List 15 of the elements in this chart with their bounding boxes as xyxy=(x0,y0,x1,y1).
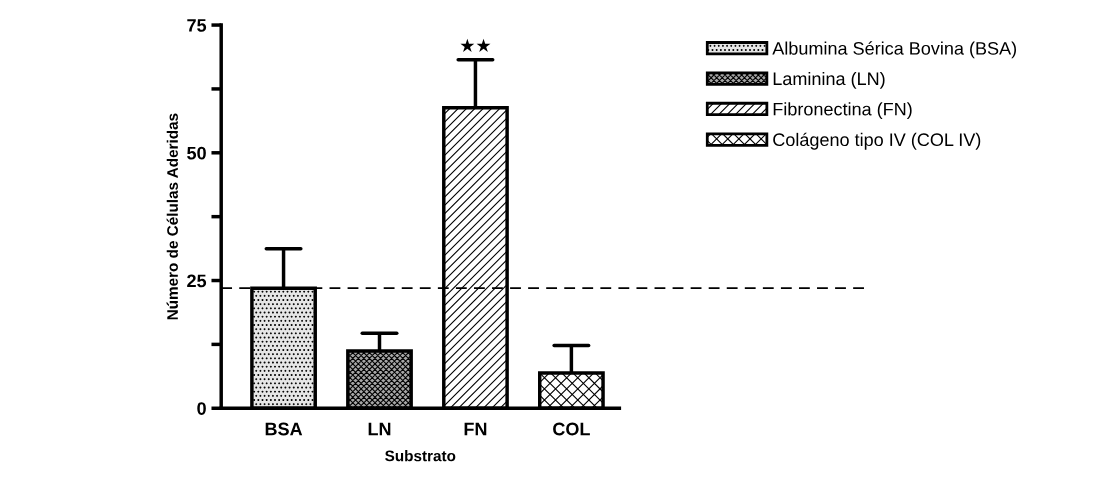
x-tick-label: BSA xyxy=(265,422,303,436)
x-tick-label: COL xyxy=(553,422,590,436)
x-tick-label: FN xyxy=(464,422,487,436)
legend-label: Laminina (LN) xyxy=(773,71,885,89)
x-axis-title: Substrato xyxy=(385,450,456,462)
annotation: ★★ xyxy=(460,38,491,52)
legend-label: Colágeno tipo IV (COL IV) xyxy=(773,132,981,150)
y-tick-label: 0 xyxy=(197,402,206,415)
y-tick-label: 50 xyxy=(187,146,206,160)
y-axis-title: Número de Células Aderidas xyxy=(166,113,178,320)
y-tick-label: 75 xyxy=(187,19,207,32)
x-tick-label: LN xyxy=(368,422,391,436)
legend-label: Albumina Sérica Bovina (BSA) xyxy=(772,41,1017,59)
legend-label: Fibronectina (FN) xyxy=(773,102,912,120)
y-tick-label: 25 xyxy=(187,274,207,288)
